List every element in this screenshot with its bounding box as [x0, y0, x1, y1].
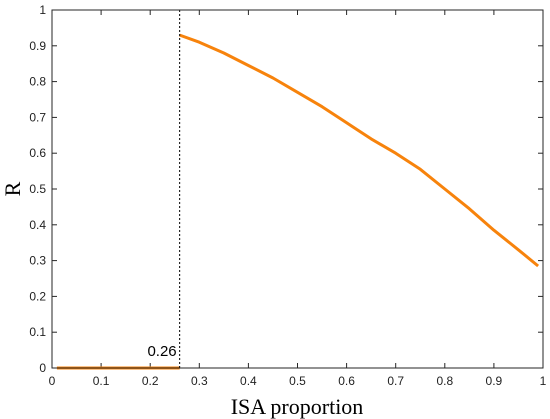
threshold-annotation: 0.26 [147, 343, 176, 360]
y-tick-label: 0.9 [29, 39, 46, 53]
x-tick-label: 1 [540, 374, 547, 388]
plot-frame [51, 9, 544, 369]
x-tick-label: 0.2 [142, 374, 159, 388]
y-tick-label: 0.5 [29, 182, 46, 196]
x-tick-label: 0 [49, 374, 56, 388]
y-tick-label: 0.1 [29, 325, 46, 339]
x-tick-label: 0.4 [240, 374, 257, 388]
series-segment-2 [179, 33, 540, 268]
y-tick-label: 0 [39, 361, 46, 375]
y-tick-label: 0.4 [29, 218, 46, 232]
x-tick-label: 0.1 [93, 374, 110, 388]
y-tick-label: 0.2 [29, 289, 46, 303]
plot-area [52, 10, 543, 368]
x-tick-label: 0.3 [191, 374, 208, 388]
y-tick-label: 0.7 [29, 110, 46, 124]
x-tick-label: 0.8 [436, 374, 453, 388]
y-tick-label: 0.8 [29, 75, 46, 89]
x-tick-label: 0.6 [338, 374, 355, 388]
x-tick-label: 0.9 [486, 374, 503, 388]
y-tick-label: 0.6 [29, 146, 46, 160]
tick-labels: 0 0.1 0.2 0.3 0.4 0.5 0.6 0.7 0.8 0.9 1 0 0.1 0.2 0.3 0… [29, 3, 546, 388]
y-axis-label: R [0, 181, 25, 196]
y-tick-label: 0.3 [29, 254, 46, 268]
x-axis-label: ISA proportion [231, 394, 364, 419]
x-tick-label: 0.5 [289, 374, 306, 388]
x-tick-label: 0.7 [387, 374, 404, 388]
y-tick-label: 1 [39, 3, 46, 17]
